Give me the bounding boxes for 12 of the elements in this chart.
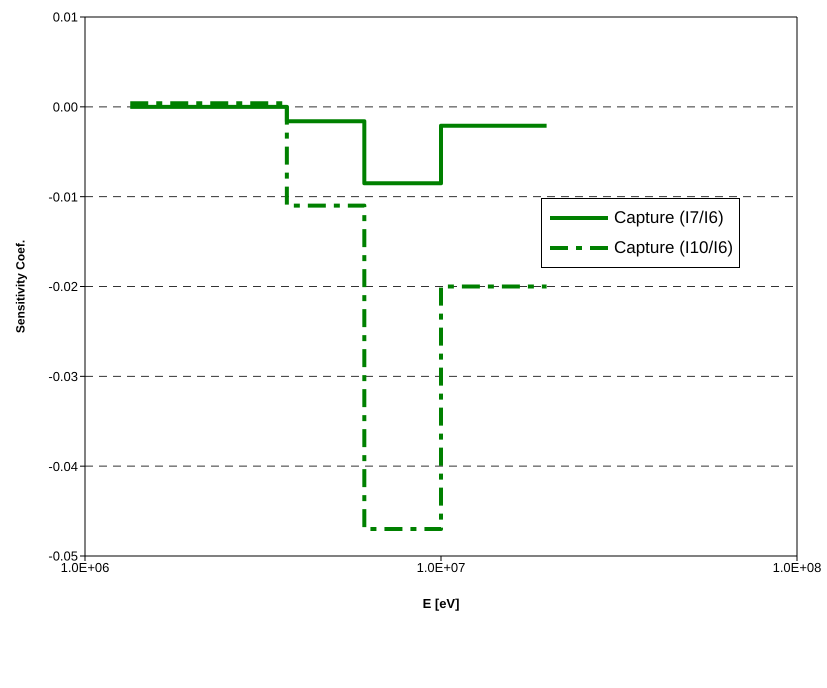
y-tick-label: 0.00 — [52, 99, 78, 114]
legend-label: Capture (I7/I6) — [614, 208, 724, 228]
y-tick-label: -0.03 — [48, 368, 78, 384]
y-tick-label: -0.02 — [48, 279, 78, 294]
y-axis-title: Sensitivity Coef. — [13, 240, 28, 334]
x-tick-label: 1.0E+07 — [416, 560, 466, 576]
x-axis-title: E [eV] — [422, 596, 460, 611]
x-tick-label: 1.0E+08 — [772, 560, 822, 576]
y-tick-label: -0.01 — [48, 189, 78, 204]
legend-label: Capture (I10/I6) — [614, 238, 734, 258]
y-tick-label: -0.04 — [48, 458, 78, 474]
y-tick-label: 0.01 — [52, 10, 78, 25]
